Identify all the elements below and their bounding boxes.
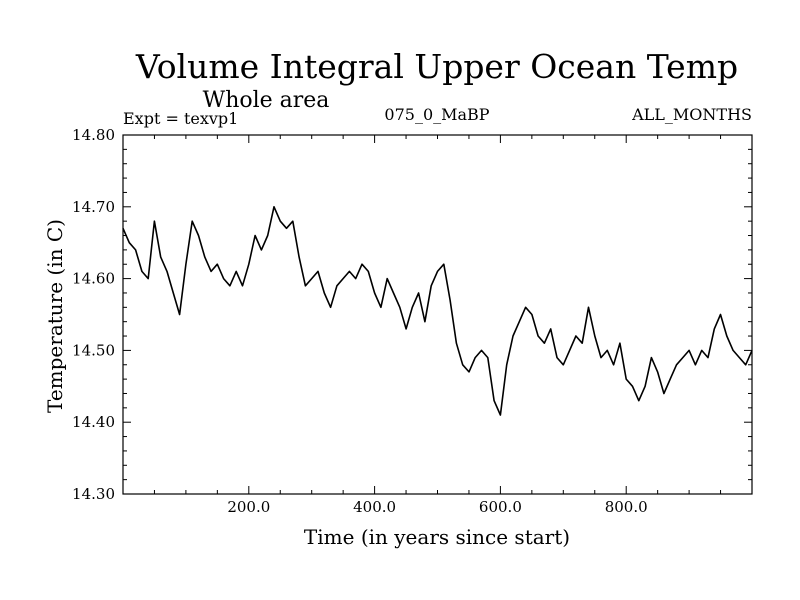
x-tick-label: 400.0 [353,498,396,516]
annotation-period: 075_0_MaBP [384,105,489,124]
x-tick-label: 600.0 [479,498,522,516]
plot-frame [122,134,753,495]
x-axis-label: Time (in years since start) [304,525,570,549]
x-axis: 200.0 400.0 600.0 800.0 [153,135,722,516]
y-axis-label: Temperature (in C) [43,219,67,413]
chart-title: Volume Integral Upper Ocean Temp [135,47,738,86]
series-line [122,206,753,416]
x-tick-label: 200.0 [227,498,270,516]
x-tick-label: 800.0 [605,498,648,516]
y-tick-label: 14.40 [72,413,115,431]
annotation-experiment: Expt = texvp1 [123,109,238,128]
y-tick-label: 14.30 [72,485,115,503]
y-tick-label: 14.70 [72,198,115,216]
y-axis: 14.30 14.40 14.50 14.60 14.70 14.80 [72,126,752,503]
annotation-months: ALL_MONTHS [631,105,752,124]
y-tick-label: 14.60 [72,270,115,288]
y-tick-label: 14.50 [72,341,115,359]
plot-border [122,134,753,495]
series-layer [122,206,753,416]
chart-subtitle: Whole area [203,88,330,113]
y-tick-label: 14.80 [72,126,115,144]
